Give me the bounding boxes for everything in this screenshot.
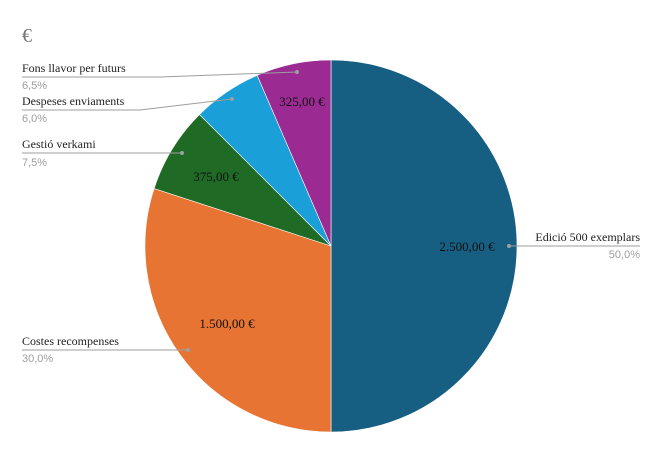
slice-name-fons-llavor-per-futurs: Fons llavor per futurs (22, 61, 126, 75)
leader-dot-fons-llavor-per-futurs (295, 70, 299, 74)
leader-line-despeses-enviaments (22, 98, 233, 111)
leader-dot-costes-recompenses (186, 348, 190, 352)
slice-name-despeses-enviaments: Despeses enviaments (22, 94, 125, 108)
slice-percent-costes-recompenses: 30,0% (22, 353, 53, 365)
slice-percent-gestio-verkami: 7,5% (22, 157, 47, 169)
pie-slice-costes-recompenses (144, 188, 332, 433)
slice-name-costes-recompenses: Costes recompenses (22, 334, 119, 348)
chart-title: € (22, 25, 32, 47)
value-label-gestio-verkami: 375,00 € (193, 169, 239, 184)
value-label-costes-recompenses: 1.500,00 € (199, 316, 255, 331)
pie-slices (144, 59, 518, 433)
leader-dot-edicio-500-exemplars (507, 244, 511, 248)
leader-dot-despeses-enviaments (230, 97, 234, 101)
slice-name-edicio-500-exemplars: Edició 500 exemplars (535, 230, 640, 244)
value-label-fons-llavor-per-futurs: 325,00 € (279, 94, 325, 109)
slice-callouts: Edició 500 exemplars 50,0% Costes recompen… (22, 61, 640, 365)
pie-slice-fons-llavor-per-futurs (256, 59, 332, 247)
leader-line-fons-llavor-per-futurs (22, 71, 298, 78)
slice-percent-fons-llavor-per-futurs: 6,5% (22, 80, 47, 92)
value-labels: 2.500,00 € 1.500,00 € 375,00 € 325,00 € (193, 94, 495, 331)
value-label-edicio-500-exemplars: 2.500,00 € (439, 239, 495, 254)
slice-percent-despeses-enviaments: 6,0% (22, 113, 47, 125)
slice-name-gestio-verkami: Gestió verkami (22, 137, 96, 151)
slice-percent-edicio-500-exemplars: 50,0% (609, 249, 640, 261)
leader-dot-gestio-verkami (180, 151, 184, 155)
